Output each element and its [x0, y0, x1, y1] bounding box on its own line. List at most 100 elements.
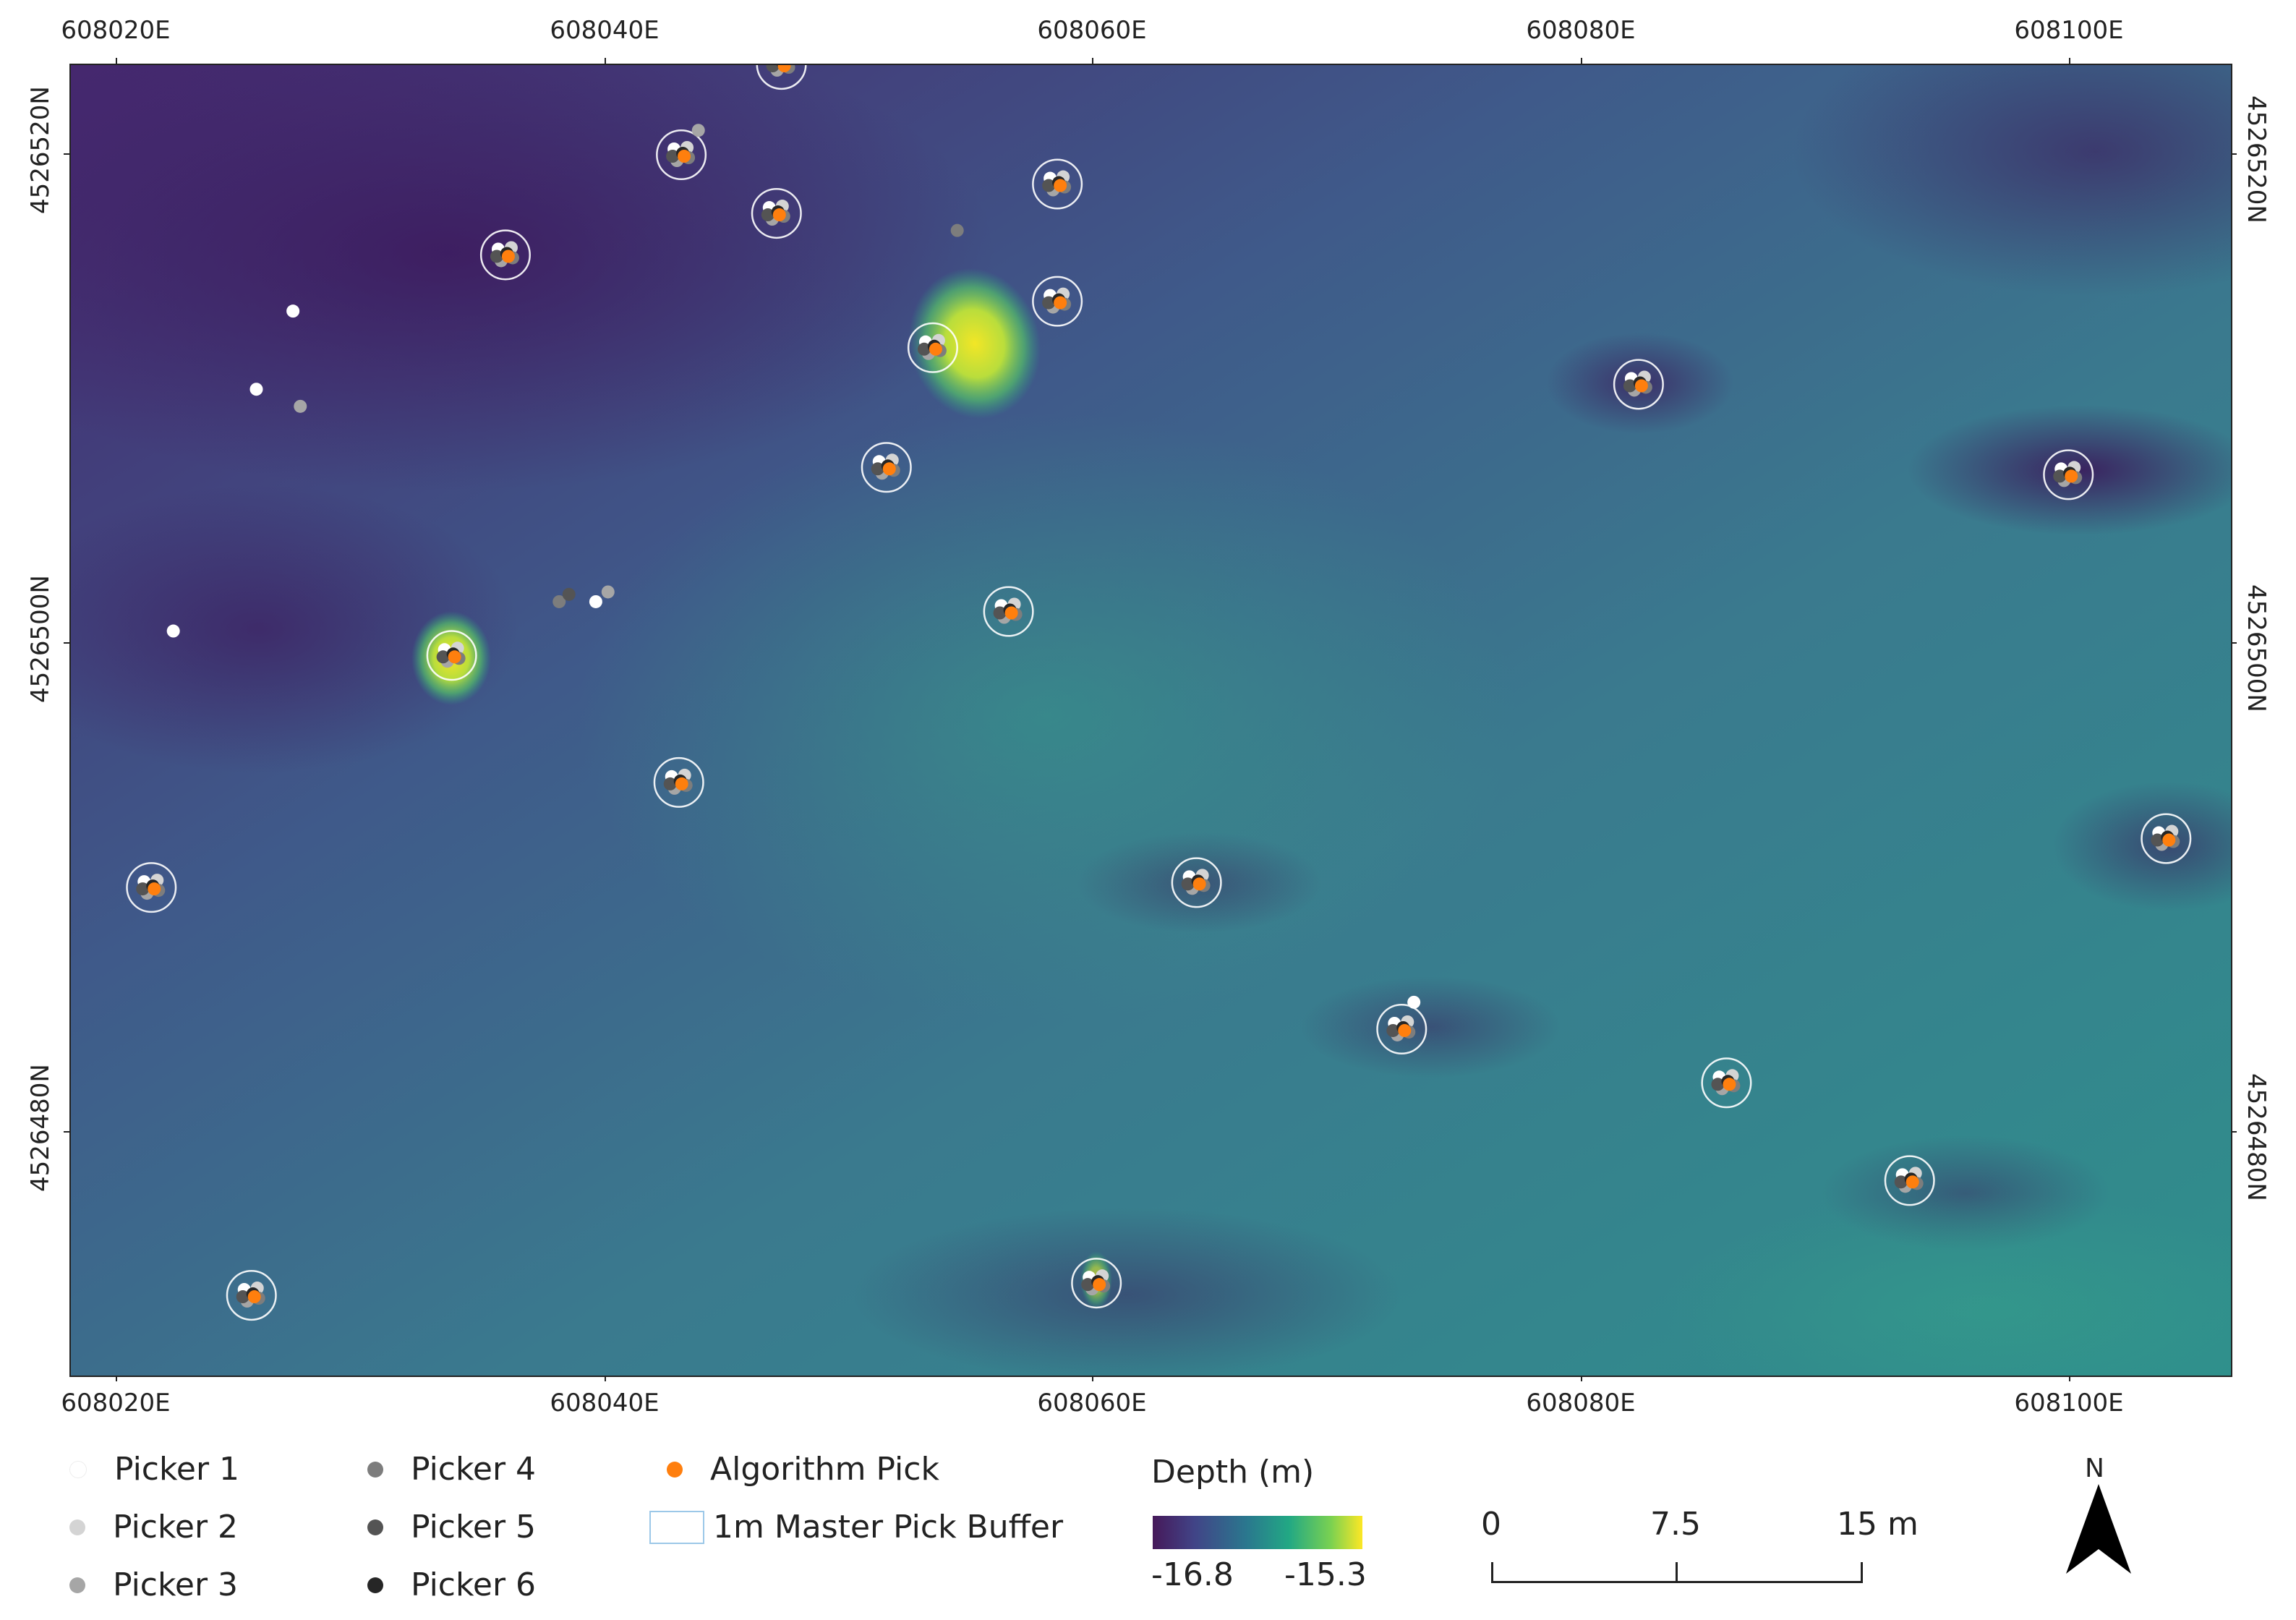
master-pick-buffer[interactable] — [1884, 1155, 1935, 1206]
master-pick-buffer[interactable] — [126, 862, 177, 913]
algorithm-pick-point — [247, 1290, 261, 1304]
master-pick-buffer[interactable] — [656, 129, 707, 181]
deep-area-northwest — [71, 65, 997, 492]
algorithm-pick-point — [772, 208, 786, 222]
tick-top-3 — [1092, 58, 1093, 64]
master-pick-buffer[interactable] — [1613, 359, 1664, 410]
legend-label: Picker 4 — [411, 1451, 537, 1488]
picker-5-point — [666, 150, 680, 163]
picker-5-point — [2151, 833, 2164, 847]
master-pick-buffer[interactable] — [1032, 276, 1083, 327]
picker-5-point — [1042, 296, 1056, 310]
bathymetry-map[interactable] — [69, 64, 2232, 1377]
algorithm-pick-point — [1004, 606, 1018, 620]
picker-1-point — [589, 594, 602, 608]
algorithm-pick-point — [1054, 179, 1067, 192]
picker-3-point — [691, 124, 705, 137]
picker-1-point — [286, 304, 300, 318]
picks-layer — [126, 65, 2192, 1321]
picker-5-point — [917, 342, 931, 356]
tick-left-2 — [64, 642, 69, 644]
x-label-top-5: 608100E — [2014, 16, 2124, 45]
master-pick-buffer[interactable] — [226, 1270, 277, 1321]
tick-bottom-1 — [116, 1376, 117, 1381]
scale-label-mid: 7.5 — [1650, 1506, 1701, 1543]
north-label: N — [2085, 1454, 2104, 1483]
picker-5-point — [871, 462, 884, 476]
buffer-swatch — [649, 1510, 704, 1544]
tick-top-2 — [605, 58, 606, 64]
picker-5-point — [1181, 877, 1195, 891]
legend-label: 1m Master Pick Buffer — [713, 1509, 1064, 1546]
picker-5-point — [993, 606, 1007, 620]
deep-area-northeast — [1792, 65, 2231, 297]
picker-3-point — [294, 399, 307, 413]
deep-area-west — [71, 485, 519, 774]
y-label-right-2: 4526500N — [2242, 584, 2271, 712]
y-label-left-2: 4526500N — [26, 575, 55, 703]
y-label-right-1: 4526520N — [2242, 95, 2271, 223]
deep-hole-far-east — [2052, 781, 2231, 911]
legend-picker-1: Picker 1 — [69, 1451, 239, 1488]
algorithm-pick-point — [777, 65, 791, 73]
algorithm-pick-point — [1398, 1023, 1412, 1037]
algorithm-pick-point — [678, 150, 691, 163]
picker-4-point — [950, 223, 964, 237]
algorithm-pick-point — [1634, 379, 1648, 393]
y-label-right-3: 4526480N — [2242, 1073, 2271, 1201]
scale-label-end: 15 m — [1837, 1506, 1919, 1543]
x-label-bottom-3: 608060E — [1037, 1389, 1147, 1418]
picker-5-swatch — [367, 1519, 383, 1535]
scale-label-0: 0 — [1481, 1506, 1501, 1543]
shallow-area-southeast — [1662, 1193, 2231, 1376]
master-pick-buffer[interactable] — [751, 188, 802, 239]
picker-5-point — [1081, 1278, 1095, 1292]
master-pick-buffer[interactable] — [2043, 449, 2094, 500]
master-pick-buffer[interactable] — [907, 322, 958, 373]
algorithm-pick-point — [1054, 296, 1067, 310]
algorithm-pick-swatch — [667, 1461, 683, 1478]
x-label-bottom-5: 608100E — [2014, 1389, 2124, 1418]
tick-right-1 — [2231, 153, 2237, 155]
deep-area-south — [852, 1208, 1401, 1376]
tick-left-1 — [64, 153, 69, 155]
legend-label: Picker 1 — [114, 1451, 240, 1488]
tick-top-4 — [1581, 58, 1582, 64]
x-label-bottom-1: 608020E — [61, 1389, 171, 1418]
master-pick-buffer[interactable] — [426, 630, 477, 681]
master-pick-buffer[interactable] — [1701, 1057, 1752, 1109]
algorithm-pick-point — [2162, 833, 2176, 847]
depth-colorbar — [1153, 1516, 1362, 1549]
picker-5-point — [1711, 1078, 1725, 1091]
master-pick-buffer[interactable] — [983, 586, 1034, 637]
algorithm-pick-point — [882, 462, 896, 476]
algorithm-pick-point — [929, 342, 942, 356]
master-pick-buffer[interactable] — [1171, 857, 1222, 908]
tick-top-5 — [2069, 58, 2070, 64]
y-label-left-1: 4526520N — [26, 86, 55, 214]
picker-5-point — [490, 250, 503, 263]
master-pick-buffer[interactable] — [1376, 1003, 1427, 1054]
master-pick-buffer[interactable] — [653, 756, 704, 808]
legend-master-buffer: 1m Master Pick Buffer — [649, 1509, 1063, 1546]
master-pick-buffer[interactable] — [861, 442, 912, 493]
picker-1-point — [249, 383, 263, 396]
algorithm-pick-point — [1723, 1078, 1736, 1091]
algorithm-pick-point — [1093, 1278, 1106, 1292]
master-pick-buffer[interactable] — [2141, 813, 2192, 864]
master-pick-buffer[interactable] — [756, 65, 807, 90]
tick-bottom-2 — [605, 1376, 606, 1381]
x-label-bottom-4: 608080E — [1526, 1389, 1636, 1418]
x-label-top-1: 608020E — [61, 16, 171, 45]
x-label-bottom-2: 608040E — [550, 1389, 660, 1418]
master-pick-buffer[interactable] — [1071, 1258, 1122, 1309]
tick-top-1 — [116, 58, 117, 64]
legend-picker-3: Picker 3 — [69, 1566, 238, 1603]
tick-right-3 — [2231, 1131, 2237, 1133]
x-label-top-3: 608060E — [1037, 16, 1147, 45]
algorithm-pick-point — [448, 650, 461, 664]
master-pick-buffer[interactable] — [479, 229, 531, 281]
master-pick-buffer[interactable] — [1032, 158, 1083, 210]
legend-label: Picker 2 — [113, 1509, 239, 1546]
legend-label: Algorithm Pick — [710, 1451, 939, 1488]
